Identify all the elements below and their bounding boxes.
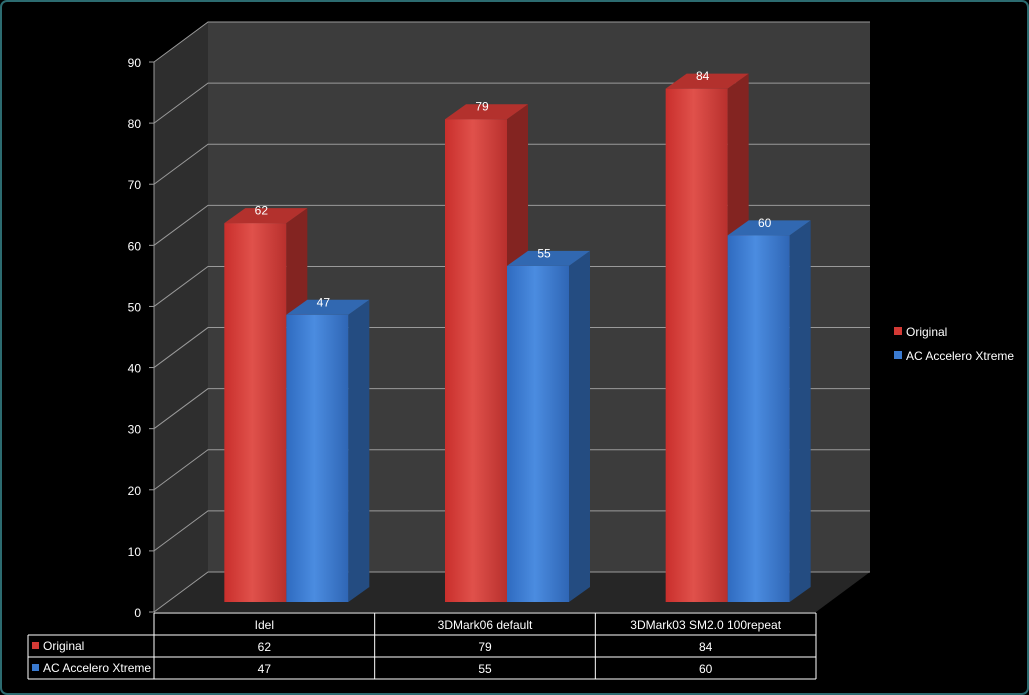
bar-top xyxy=(224,208,308,224)
gridline xyxy=(153,388,870,430)
bar-side xyxy=(348,299,370,602)
bar xyxy=(507,265,569,602)
bar-top xyxy=(445,104,528,120)
bar xyxy=(445,119,507,602)
y-tick-label: 50 xyxy=(128,300,142,314)
gridline xyxy=(153,510,870,552)
gridlines xyxy=(153,21,870,613)
legend-swatch xyxy=(894,327,902,335)
table-value: 60 xyxy=(699,662,713,676)
legend-swatch xyxy=(894,351,902,359)
gridline xyxy=(153,327,870,368)
data-label: 60 xyxy=(758,216,772,230)
gridline xyxy=(153,21,870,63)
y-tick-label: 10 xyxy=(128,545,142,559)
y-axis: 0 10 20 30 40 50 60 70 80 90 xyxy=(128,56,155,620)
bar-side xyxy=(789,220,811,603)
legend: Original AC Accelero Xtreme xyxy=(894,325,1014,363)
y-tick-label: 90 xyxy=(128,56,142,70)
data-label: 62 xyxy=(255,204,269,218)
table-category-label: 3DMark06 default xyxy=(438,618,533,632)
data-table: Idel 3DMark06 default 3DMark03 SM2.0 100re… xyxy=(27,612,817,680)
gridline xyxy=(153,143,870,185)
y-tick-label: 0 xyxy=(134,606,141,620)
data-label: 79 xyxy=(475,100,489,114)
bar-top xyxy=(286,299,370,315)
table-series-label: AC Accelero Xtreme xyxy=(43,661,151,675)
table-value: 62 xyxy=(258,640,272,654)
data-label: 55 xyxy=(537,246,551,260)
bar-side xyxy=(569,250,590,602)
table-category-label: 3DMark03 SM2.0 100repeat xyxy=(630,618,781,632)
table-legend-key xyxy=(32,642,39,649)
gridline xyxy=(153,82,870,124)
bar-top xyxy=(507,250,590,266)
table-value: 84 xyxy=(699,640,713,654)
data-label: 47 xyxy=(317,295,331,309)
bar-top xyxy=(665,73,749,89)
y-tick-label: 80 xyxy=(128,117,142,131)
table-legend-key xyxy=(32,664,39,671)
table-value: 47 xyxy=(258,662,272,676)
y-tick-label: 40 xyxy=(128,362,142,376)
bars xyxy=(224,73,811,603)
bar xyxy=(665,88,728,602)
table-value: 55 xyxy=(478,662,492,676)
y-tick-label: 20 xyxy=(128,484,142,498)
gridline xyxy=(153,449,870,491)
bar xyxy=(286,314,349,602)
table-series-label: Original xyxy=(43,639,84,653)
bar-top xyxy=(727,220,811,236)
gridline xyxy=(153,265,870,307)
gridline xyxy=(153,204,870,246)
data-labels: 62 47 79 55 84 60 xyxy=(255,69,772,309)
y-tick-label: 30 xyxy=(128,423,142,437)
side-wall xyxy=(154,22,208,612)
table-value: 79 xyxy=(478,640,492,654)
y-tick-label: 70 xyxy=(128,178,142,192)
y-tick-label: 60 xyxy=(128,239,142,253)
bar xyxy=(727,235,790,603)
legend-label: Original xyxy=(906,325,947,339)
bar xyxy=(224,223,287,602)
legend-label: AC Accelero Xtreme xyxy=(906,349,1014,363)
table-category-label: Idel xyxy=(255,618,274,632)
gridline xyxy=(153,571,870,613)
data-label: 84 xyxy=(696,69,710,83)
